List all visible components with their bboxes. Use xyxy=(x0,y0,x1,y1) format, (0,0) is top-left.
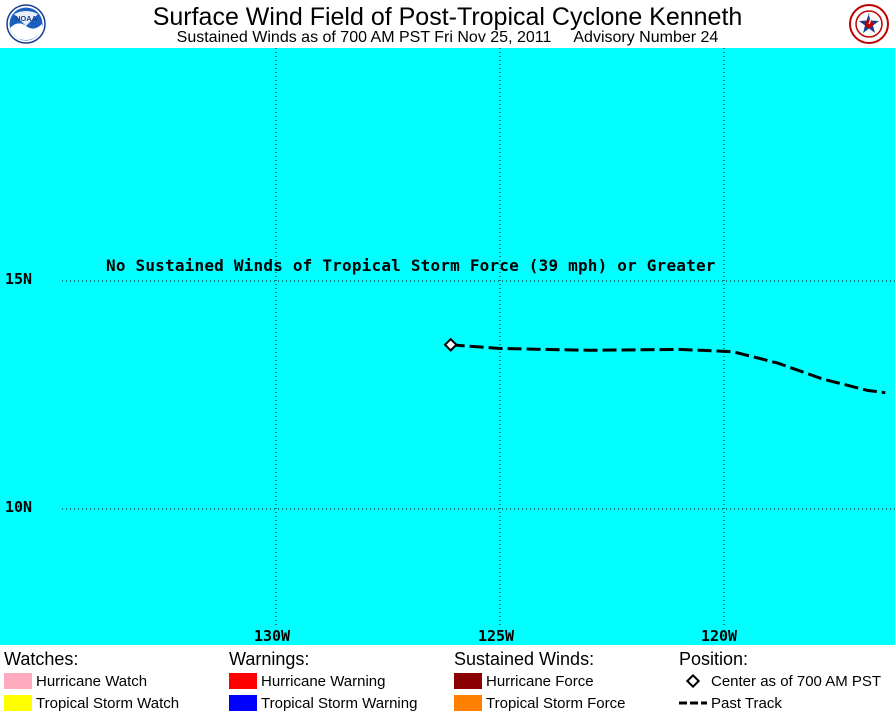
longitude-label-120w: 120W xyxy=(700,627,738,645)
legend-position: Position: Center as of 700 AM PST Past T… xyxy=(675,648,881,714)
legend-label: Past Track xyxy=(711,694,782,712)
subtitle-advisory: Advisory Number 24 xyxy=(573,29,719,46)
legend-item-hurricane-warning: Hurricane Warning xyxy=(225,670,417,692)
legend-label: Tropical Storm Warning xyxy=(261,694,418,712)
legend-item-tropical-storm-watch: Tropical Storm Watch xyxy=(0,692,179,714)
legend-label: Tropical Storm Force xyxy=(486,694,626,712)
legend-heading-winds: Sustained Winds: xyxy=(454,649,595,669)
legend-winds: Sustained Winds: Hurricane Force Tropica… xyxy=(450,648,625,714)
hurricane-watch-swatch xyxy=(4,673,32,689)
legend-label: Center as of 700 AM PST xyxy=(711,672,882,690)
legend-item-past-track: Past Track xyxy=(675,692,881,714)
latitude-label-10n: 10N xyxy=(5,498,33,516)
legend-item-tropical-storm-warning: Tropical Storm Warning xyxy=(225,692,417,714)
page-title: Surface Wind Field of Post-Tropical Cycl… xyxy=(152,3,743,31)
legend-label: Hurricane Force xyxy=(486,672,594,690)
legend-heading-position: Position: xyxy=(679,649,749,669)
storm-center-marker[interactable] xyxy=(443,337,458,352)
legend-warnings: Warnings: Hurricane Warning Tropical Sto… xyxy=(225,648,417,714)
legend-watches: Watches: Hurricane Watch Tropical Storm … xyxy=(0,648,179,714)
dashed-line-icon xyxy=(679,695,707,711)
hurricane-warning-swatch xyxy=(229,673,257,689)
diamond-marker-icon xyxy=(679,673,707,689)
latitude-label-15n: 15N xyxy=(5,270,33,288)
legend-item-hurricane-watch: Hurricane Watch xyxy=(0,670,179,692)
past-track-line xyxy=(450,343,886,395)
legend-item-tropical-storm-force: Tropical Storm Force xyxy=(450,692,625,714)
wind-field-map[interactable]: No Sustained Winds of Tropical Storm For… xyxy=(0,48,895,645)
longitude-label-125w: 125W xyxy=(477,627,515,645)
legend-item-center: Center as of 700 AM PST xyxy=(675,670,881,692)
legend-item-hurricane-force: Hurricane Force xyxy=(450,670,625,692)
legend-label: Hurricane Warning xyxy=(261,672,386,690)
noaa-logo-icon: NOAA xyxy=(6,4,46,44)
subtitle-datetime: Sustained Winds as of 700 AM PST Fri Nov… xyxy=(176,29,552,46)
legend-heading-warnings: Warnings: xyxy=(229,649,310,669)
header: NOAA Surface Wind Field of Post-Tropical… xyxy=(0,0,895,48)
no-winds-notice: No Sustained Winds of Tropical Storm For… xyxy=(106,256,716,275)
nws-logo-icon xyxy=(849,4,889,44)
page-subtitle: Sustained Winds as of 700 AM PST Fri Nov… xyxy=(0,28,895,47)
svg-text:NOAA: NOAA xyxy=(15,14,38,23)
tropical-storm-watch-swatch xyxy=(4,695,32,711)
hurricane-force-swatch xyxy=(454,673,482,689)
longitude-label-130w: 130W xyxy=(253,627,291,645)
legend: Watches: Hurricane Watch Tropical Storm … xyxy=(0,645,895,716)
legend-label: Tropical Storm Watch xyxy=(36,694,180,712)
tropical-storm-warning-swatch xyxy=(229,695,257,711)
map-graphic xyxy=(62,48,895,626)
legend-heading-watches: Watches: xyxy=(4,649,79,669)
legend-label: Hurricane Watch xyxy=(36,672,148,690)
tropical-storm-force-swatch xyxy=(454,695,482,711)
